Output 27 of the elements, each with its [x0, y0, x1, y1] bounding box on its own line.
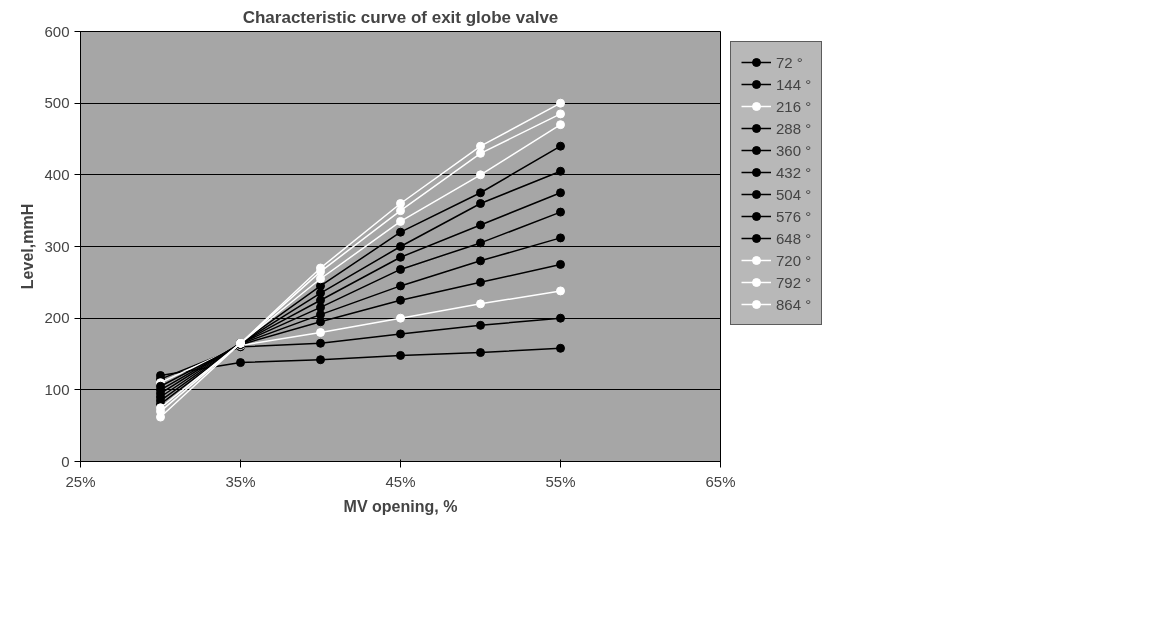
- legend-label: 360 °: [776, 141, 812, 159]
- y-tick-label: 200: [44, 309, 70, 327]
- legend-label: 72 °: [776, 53, 803, 71]
- x-tick-label: 45%: [385, 472, 416, 490]
- x-axis-title: MV opening, %: [343, 497, 458, 515]
- x-tick-label: 55%: [545, 472, 576, 490]
- legend-label: 792 °: [776, 273, 812, 291]
- legend-label: 576 °: [776, 207, 812, 225]
- legend-label: 720 °: [776, 251, 812, 269]
- x-tick-label: 65%: [705, 472, 736, 490]
- legend-label: 288 °: [776, 119, 812, 137]
- y-tick-label: 300: [44, 237, 70, 255]
- legend-label: 432 °: [776, 163, 812, 181]
- y-tick-label: 500: [44, 94, 70, 112]
- y-tick-label: 400: [44, 165, 70, 183]
- legend-label: 216 °: [776, 97, 812, 115]
- chart-title: Characteristic curve of exit globe valve: [242, 7, 559, 27]
- x-tick-label: 35%: [225, 472, 256, 490]
- legend-label: 648 °: [776, 229, 812, 247]
- legend-label: 504 °: [776, 185, 812, 203]
- legend-label: 864 °: [776, 295, 812, 313]
- y-tick-label: 0: [61, 452, 70, 470]
- x-tick-label: 25%: [65, 472, 96, 490]
- y-tick-label: 100: [44, 380, 70, 398]
- y-tick-label: 600: [44, 22, 70, 40]
- y-axis-title: Level,mmH: [19, 203, 37, 290]
- legend-label: 144 °: [776, 75, 812, 93]
